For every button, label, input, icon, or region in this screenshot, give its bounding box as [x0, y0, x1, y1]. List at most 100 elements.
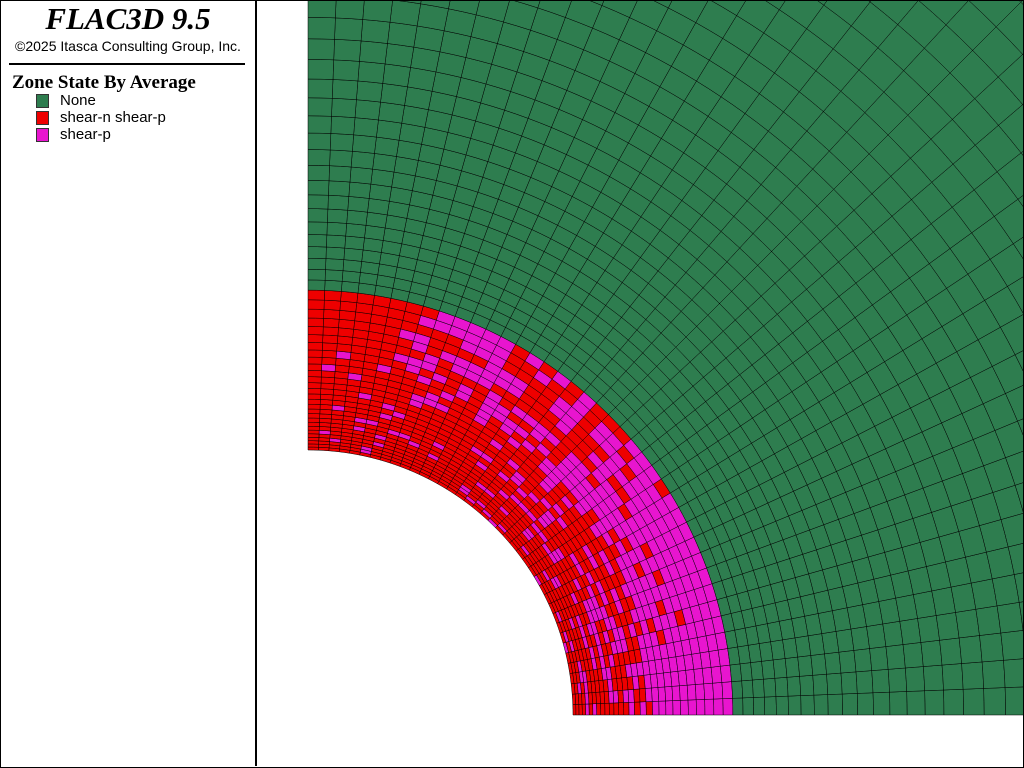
zone — [307, 425, 320, 431]
zone — [638, 688, 647, 703]
zone — [307, 382, 322, 389]
zone — [575, 704, 580, 716]
zone — [307, 149, 331, 166]
zone — [694, 683, 705, 701]
zone — [753, 696, 766, 716]
zone — [1003, 658, 1023, 688]
zone — [955, 608, 980, 639]
zone — [307, 349, 323, 358]
zone — [1017, 418, 1023, 436]
zone — [996, 602, 1023, 634]
zone — [341, 270, 361, 284]
zone — [824, 651, 842, 675]
zone — [701, 667, 713, 685]
zone — [841, 693, 858, 716]
zone — [667, 1, 709, 23]
zone — [326, 222, 347, 237]
zone — [344, 235, 365, 251]
zone — [853, 648, 872, 673]
zone — [601, 1, 638, 18]
zone — [687, 699, 697, 716]
zone — [572, 704, 577, 716]
zone — [307, 443, 319, 448]
zone — [774, 677, 789, 697]
zone — [374, 136, 400, 157]
zone — [902, 642, 924, 669]
zone — [320, 393, 334, 401]
zone — [341, 281, 360, 294]
zone — [962, 688, 985, 716]
zone — [1007, 276, 1023, 314]
zone — [664, 686, 674, 702]
zone — [827, 693, 843, 716]
copyright-text: ©2025 Itasca Consulting Group, Inc. — [15, 38, 241, 54]
zone — [382, 63, 411, 88]
zone — [958, 635, 983, 664]
zone — [347, 196, 370, 213]
zone — [1014, 482, 1023, 513]
zone — [1005, 450, 1023, 486]
zone — [307, 269, 326, 281]
zone — [307, 388, 322, 395]
zone — [826, 672, 843, 695]
zone — [338, 310, 356, 322]
zone — [761, 659, 776, 680]
zone — [307, 403, 321, 410]
zone — [378, 101, 405, 124]
legend-label-shear-n-shear-p: shear-n shear-p — [60, 109, 166, 126]
zone — [360, 19, 391, 44]
zone — [348, 181, 372, 199]
zone — [679, 684, 689, 701]
zone — [686, 684, 697, 701]
zone — [323, 299, 341, 311]
zone — [307, 393, 321, 400]
zone — [359, 40, 388, 65]
zone — [800, 694, 815, 716]
zone — [906, 690, 926, 716]
zone — [307, 194, 329, 210]
zone — [672, 700, 681, 716]
legend-label-none: None — [60, 92, 96, 109]
zone — [869, 1, 919, 25]
zone — [943, 689, 964, 716]
model-viewport[interactable] — [257, 1, 1023, 766]
zone — [924, 689, 945, 716]
zone — [387, 21, 418, 48]
zone — [319, 399, 334, 406]
zone — [1017, 195, 1023, 207]
zone — [307, 97, 333, 117]
zone — [307, 413, 321, 419]
zone-plot[interactable] — [257, 1, 1023, 766]
zone — [1000, 630, 1023, 661]
zone — [356, 80, 384, 103]
zone — [600, 703, 606, 716]
zone — [1012, 236, 1023, 259]
zone — [612, 690, 619, 704]
zone — [850, 626, 870, 651]
zone — [340, 291, 359, 303]
zone — [362, 1, 393, 23]
zone — [817, 1, 828, 6]
zone — [671, 685, 681, 701]
zone — [372, 153, 397, 173]
zone — [799, 675, 815, 696]
zone — [823, 1, 871, 27]
zone — [322, 342, 338, 352]
zone — [324, 280, 343, 292]
zone — [618, 702, 625, 716]
zone — [889, 691, 908, 716]
zone — [628, 701, 635, 716]
zone — [813, 694, 829, 716]
zone — [979, 632, 1004, 663]
legend-divider — [9, 63, 245, 65]
zone — [855, 670, 874, 694]
zone — [608, 702, 615, 716]
zone — [380, 83, 408, 106]
zone — [775, 695, 789, 716]
zone — [322, 318, 340, 329]
zone — [324, 269, 344, 282]
zone — [729, 663, 742, 682]
zone — [704, 698, 715, 716]
zone — [307, 59, 334, 80]
zone — [307, 246, 327, 259]
